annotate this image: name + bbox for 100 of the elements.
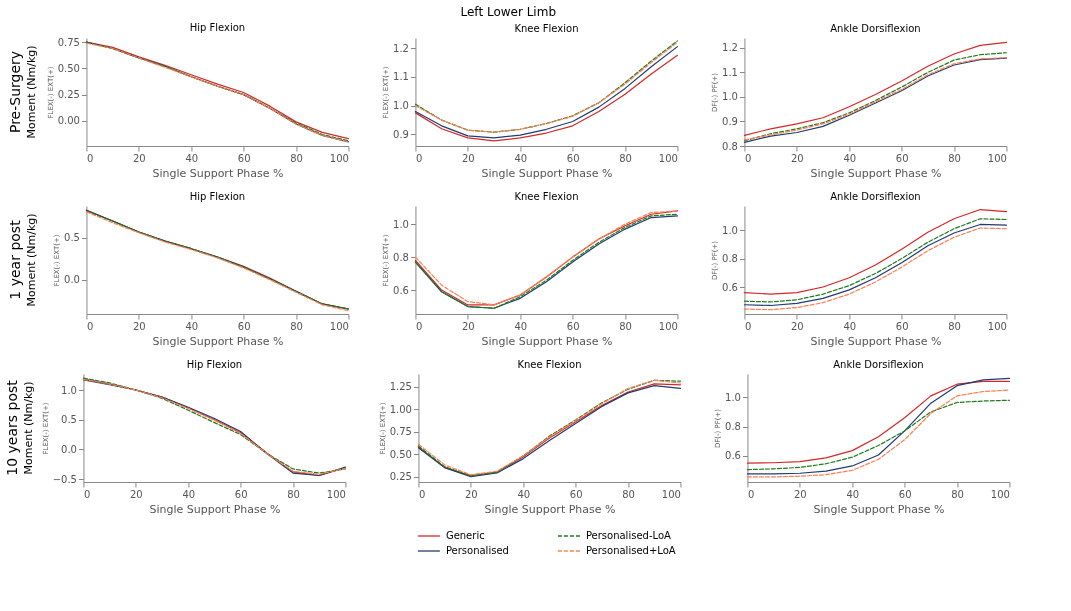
- x-tick-label: 20: [793, 488, 807, 500]
- x-axis-title: Single Support Phase %: [484, 502, 616, 516]
- y-tick-label: 1.2: [722, 42, 738, 54]
- y-tick-label: 1.0: [61, 384, 77, 396]
- x-axis-title: Single Support Phase %: [152, 334, 284, 348]
- x-axis-title: Single Support Phase %: [149, 502, 281, 516]
- x-tick-label: 100: [329, 320, 349, 332]
- x-tick-label: 40: [182, 488, 196, 500]
- y-tick-label: 0.0: [64, 274, 80, 286]
- x-tick-label: 40: [843, 320, 857, 332]
- x-tick-label: 20: [461, 152, 475, 164]
- x-tick-label: 20: [461, 320, 475, 332]
- x-tick-label: 60: [895, 152, 909, 164]
- x-tick-label: 40: [514, 320, 528, 332]
- y-tick-label: 0.9: [393, 128, 409, 140]
- x-tick-label: 20: [129, 488, 143, 500]
- y-tick-label: 0.75: [57, 36, 80, 48]
- y-tick-label: 1.0: [393, 100, 409, 112]
- y-tick-label: 0.8: [722, 253, 738, 265]
- text: Moment (Nm/kg): [25, 213, 39, 307]
- x-tick-label: 100: [329, 152, 349, 164]
- x-tick-label: 80: [951, 488, 964, 500]
- x-tick-label: 80: [622, 488, 635, 500]
- x-tick-label: 0: [86, 152, 94, 164]
- legend-label: Personalised: [445, 545, 509, 556]
- y-tick-label: 0.50: [57, 62, 80, 74]
- x-tick-label: 0: [418, 488, 426, 500]
- chart-title: Knee Flexion: [514, 23, 579, 34]
- x-tick-label: 0: [747, 488, 755, 500]
- x-tick-label: 40: [185, 152, 199, 164]
- y-tick-label: 0.8: [722, 140, 738, 152]
- y-tick-label: 0.0: [61, 443, 77, 455]
- x-tick-label: 100: [987, 320, 1007, 332]
- x-tick-label: 80: [290, 320, 303, 332]
- x-tick-label: 40: [517, 488, 531, 500]
- x-axis-title: Single Support Phase %: [813, 502, 945, 516]
- text: 10 years post: [4, 379, 21, 476]
- y-tick-label: 1.0: [722, 224, 738, 236]
- x-tick-label: 100: [661, 488, 681, 500]
- text: Pre-Surgery: [7, 50, 24, 134]
- x-tick-label: 100: [658, 320, 678, 332]
- legend-label: Generic: [445, 530, 485, 541]
- x-tick-label: 60: [566, 152, 580, 164]
- y-tick-label: 1.1: [393, 71, 409, 83]
- y-tick-label: 0.25: [389, 471, 412, 483]
- y-tick-label: 1.1: [722, 66, 738, 78]
- x-tick-label: 20: [790, 320, 804, 332]
- chart-title: Ankle Dorsiflexion: [833, 359, 924, 370]
- x-tick-label: 0: [86, 320, 94, 332]
- x-tick-label: 20: [132, 152, 146, 164]
- chart-title: Ankle Dorsiflexion: [830, 23, 921, 34]
- x-tick-label: 60: [569, 488, 583, 500]
- y-tick-label: 0.5: [64, 232, 80, 244]
- x-tick-label: 100: [987, 152, 1007, 164]
- text: 1 year post: [7, 219, 24, 300]
- y-tick-label: 1.0: [725, 391, 741, 403]
- y-tick-label: 0.8: [725, 421, 741, 433]
- x-axis-title: Single Support Phase %: [152, 166, 284, 180]
- x-tick-label: 60: [895, 320, 909, 332]
- x-tick-label: 100: [326, 488, 346, 500]
- x-tick-label: 20: [790, 152, 804, 164]
- x-tick-label: 0: [744, 152, 752, 164]
- text: Left Lower Limb: [460, 4, 556, 19]
- x-tick-label: 0: [415, 152, 423, 164]
- x-tick-label: 80: [290, 152, 303, 164]
- legend-label: Personalised+LoA: [585, 545, 676, 556]
- y-tick-label: 0.75: [389, 426, 412, 438]
- y-tick-label: 0.9: [722, 115, 738, 127]
- y-tick-label: 0.6: [393, 284, 409, 296]
- x-tick-label: 40: [843, 152, 857, 164]
- x-tick-label: 100: [990, 488, 1010, 500]
- y-tick-label: 0.6: [722, 281, 738, 293]
- x-tick-label: 20: [132, 320, 146, 332]
- y-tick-label: 0.25: [57, 89, 80, 101]
- x-axis-title: Single Support Phase %: [481, 334, 613, 348]
- x-tick-label: 40: [185, 320, 199, 332]
- x-tick-label: 60: [237, 152, 251, 164]
- x-axis-title: Single Support Phase %: [810, 334, 942, 348]
- text: Moment (Nm/kg): [22, 381, 36, 475]
- x-tick-label: 0: [83, 488, 91, 500]
- y-tick-label: 0.00: [57, 115, 80, 127]
- y-tick-label: 0.6: [725, 450, 741, 462]
- chart-title: Hip Flexion: [186, 359, 243, 370]
- x-tick-label: 80: [619, 320, 632, 332]
- x-tick-label: 80: [619, 152, 632, 164]
- y-tick-label: 1.00: [389, 403, 412, 415]
- x-tick-label: 60: [898, 488, 912, 500]
- y-tick-label: 1.25: [389, 381, 412, 393]
- chart-title: Hip Flexion: [189, 191, 246, 202]
- y-tick-label: 1.2: [393, 42, 409, 54]
- x-tick-label: 0: [415, 320, 423, 332]
- x-tick-label: 20: [464, 488, 478, 500]
- chart-title: Knee Flexion: [517, 359, 582, 370]
- x-tick-label: 80: [948, 152, 961, 164]
- chart-title: Ankle Dorsiflexion: [830, 191, 921, 202]
- text: Moment (Nm/kg): [25, 45, 39, 139]
- x-tick-label: 60: [566, 320, 580, 332]
- x-tick-label: 40: [846, 488, 860, 500]
- y-tick-label: −0.5: [52, 473, 77, 485]
- x-axis-title: Single Support Phase %: [810, 166, 942, 180]
